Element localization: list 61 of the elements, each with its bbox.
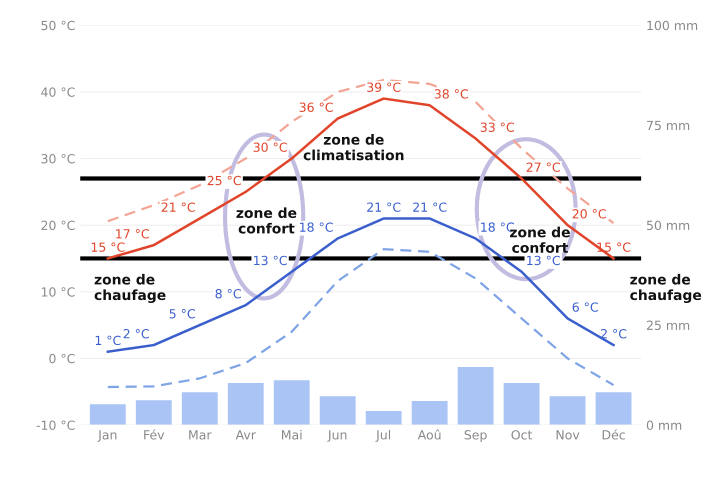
data-label: 27 °C [526,162,560,172]
x-tick-label: Nov [556,430,580,440]
data-label: 15 °C [92,242,125,252]
data-label: 33 °C [480,122,514,132]
bar [90,404,126,426]
x-tick-label: Avr [236,430,256,440]
x-tick-label: Aoû [418,429,440,440]
data-label: 13 °C [527,256,560,266]
y-tick-label: 40 °C [41,87,75,97]
y-tick-label: -10 °C [36,420,75,430]
y2-tick-label: 50 mm [646,220,690,230]
data-label: 2 °C [124,329,149,338]
bar [182,392,218,426]
bar [274,380,310,426]
y-tick-label: 10 °C [42,287,75,297]
bar [504,383,540,426]
bar [550,396,586,426]
data-label: 20 °C [572,209,606,219]
annotation: zone de confort [236,207,296,234]
data-label: 1 °C [96,336,121,346]
y2-tick-label: 75 mm [647,120,690,130]
bar [366,411,402,426]
data-label: 36 °C [300,102,333,112]
y-tick-label: 20 °C [41,220,75,230]
x-tick-label: Jan [98,430,116,442]
data-label: 8 °C [216,289,241,298]
x-tick-label: Déc [602,429,625,440]
data-label: 6 °C [572,302,598,312]
bar [228,383,264,426]
y-tick-label: 50 °C [41,20,75,30]
data-label: 17 °C [116,229,149,239]
bar [458,367,494,426]
data-label: 39 °C [367,82,400,92]
data-label: 38 °C [434,89,468,99]
y-tick-label: 0 °C [49,354,75,364]
bar [596,392,632,426]
data-label: 13 °C [254,256,287,266]
bar [412,401,448,426]
bar [320,396,356,426]
annotation: zone de climatisation [304,134,404,160]
data-label: 25 °C [208,176,241,186]
bar [136,400,172,426]
annotation: zone de chaufage [630,274,702,303]
data-label: 5 °C [170,309,195,318]
data-label: 21 °C [367,202,400,212]
x-tick-label: Fév [144,429,164,440]
y2-tick-label: 25 mm [646,320,690,330]
y2-tick-label: 0 mm [646,420,682,430]
x-tick-label: Mar [189,430,212,440]
y2-tick-label: 100 mm [647,20,698,30]
x-tick-label: Sep [464,430,487,442]
data-label: 21 °C [162,202,195,212]
x-tick-label: Jun [327,430,346,442]
x-tick-label: Mai [282,430,302,440]
data-label: 21 °C [413,202,446,212]
x-tick-label: Oct [511,430,532,440]
y-tick-label: 30 °C [41,154,75,164]
x-tick-label: Jul [375,430,390,442]
data-label: 18 °C [300,222,333,232]
annotation: zone de chaufage [94,274,166,303]
data-label: 30 °C [254,142,287,152]
